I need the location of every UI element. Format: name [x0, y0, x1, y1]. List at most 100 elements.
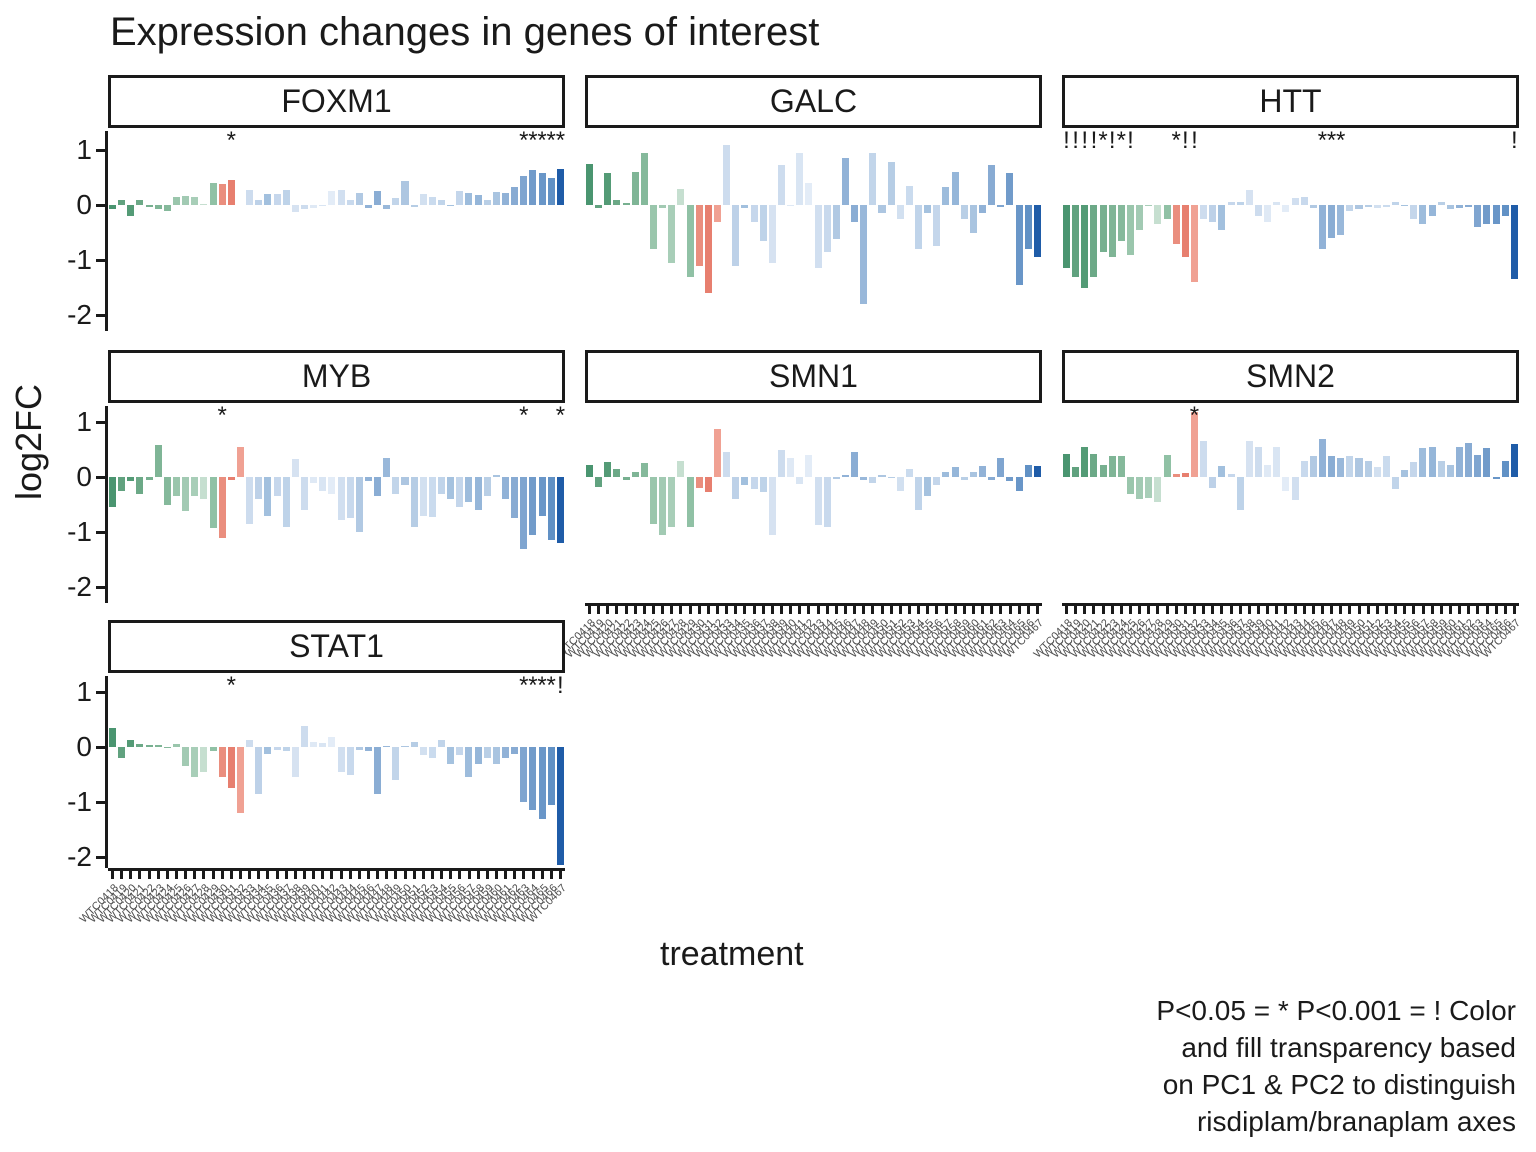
- x-tick: [1147, 606, 1151, 614]
- y-tick-label: 1: [76, 406, 92, 437]
- bar: [538, 477, 546, 516]
- bar: [227, 477, 235, 480]
- bar: [1190, 412, 1198, 477]
- bar: [1328, 456, 1336, 477]
- bar: [1108, 456, 1116, 477]
- bar: [273, 194, 281, 205]
- x-tick: [284, 871, 288, 879]
- bar: [200, 203, 208, 205]
- x-tick: [798, 606, 802, 614]
- x-tick: [1512, 606, 1516, 614]
- bar: [136, 199, 144, 205]
- bar: [750, 477, 758, 490]
- bar: [255, 199, 263, 205]
- significance-marker: *: [519, 672, 529, 699]
- bar: [796, 152, 804, 205]
- facet-panel-galc: [585, 131, 1042, 331]
- significance-marker: *: [1317, 127, 1328, 154]
- bar: [997, 457, 1005, 477]
- bar: [915, 205, 923, 249]
- bar: [832, 477, 840, 479]
- bar: [1428, 446, 1436, 477]
- bar: [1254, 446, 1262, 477]
- bar: [814, 205, 822, 269]
- bar: [988, 165, 996, 205]
- bar: [1364, 460, 1372, 477]
- bar: [300, 477, 308, 510]
- bar: [438, 740, 446, 747]
- bar: [1355, 457, 1363, 477]
- bar: [1172, 205, 1180, 244]
- x-tick: [165, 871, 169, 879]
- bar: [255, 477, 263, 499]
- x-tick: [606, 606, 610, 614]
- x-tick: [853, 606, 857, 614]
- bar: [474, 195, 482, 205]
- bar: [1015, 477, 1023, 491]
- bar: [759, 477, 767, 493]
- x-tick: [275, 871, 279, 879]
- bar: [319, 477, 327, 491]
- bar: [511, 186, 519, 205]
- x-tick: [981, 606, 985, 614]
- significance-marker: !: [1081, 127, 1089, 154]
- bar: [1117, 456, 1125, 477]
- bar: [1510, 444, 1518, 477]
- bar: [556, 747, 564, 866]
- bar: [456, 747, 464, 756]
- bar: [823, 205, 831, 252]
- caption-line: and fill transparency based: [1181, 1032, 1516, 1063]
- bar: [1437, 202, 1445, 205]
- bar: [1090, 205, 1098, 277]
- bar: [1154, 205, 1162, 225]
- bar: [182, 195, 190, 205]
- x-tick: [588, 606, 592, 614]
- x-tick: [1138, 606, 1142, 614]
- bar: [1236, 202, 1244, 205]
- x-tick: [504, 871, 508, 879]
- x-tick: [1330, 606, 1334, 614]
- bar: [154, 205, 162, 210]
- x-tick: [1247, 606, 1251, 614]
- x-tick: [734, 606, 738, 614]
- bar: [1245, 189, 1253, 205]
- x-tick: [476, 871, 480, 879]
- x-tick: [211, 871, 215, 879]
- bar: [200, 477, 208, 499]
- bar: [1072, 467, 1080, 477]
- bar: [456, 190, 464, 205]
- x-tick: [834, 606, 838, 614]
- y-axis-line: [105, 406, 108, 603]
- bar: [163, 205, 171, 211]
- bar: [474, 477, 482, 510]
- bar: [631, 471, 639, 477]
- significance-marker: !: [1127, 127, 1134, 154]
- bar: [1291, 477, 1299, 501]
- y-tick: [96, 585, 105, 589]
- bar: [1117, 205, 1125, 241]
- bar: [474, 747, 482, 764]
- bar: [878, 475, 886, 477]
- bar: [1227, 474, 1235, 477]
- facet-panel-foxm1: [108, 131, 565, 331]
- x-tick: [1476, 606, 1480, 614]
- x-tick: [312, 871, 316, 879]
- bar: [1328, 205, 1336, 238]
- bar: [264, 194, 272, 205]
- bar: [622, 477, 630, 480]
- bar: [768, 477, 776, 535]
- bar: [264, 477, 272, 516]
- bar: [1282, 205, 1290, 212]
- x-tick: [624, 606, 628, 614]
- bar: [364, 747, 372, 752]
- bar: [969, 205, 977, 233]
- bar: [218, 477, 226, 538]
- bar: [1300, 460, 1308, 477]
- x-tick: [1375, 606, 1379, 614]
- x-tick: [1119, 606, 1123, 614]
- x-tick: [175, 871, 179, 879]
- bar: [915, 477, 923, 510]
- bar: [374, 191, 382, 205]
- bar: [136, 744, 144, 747]
